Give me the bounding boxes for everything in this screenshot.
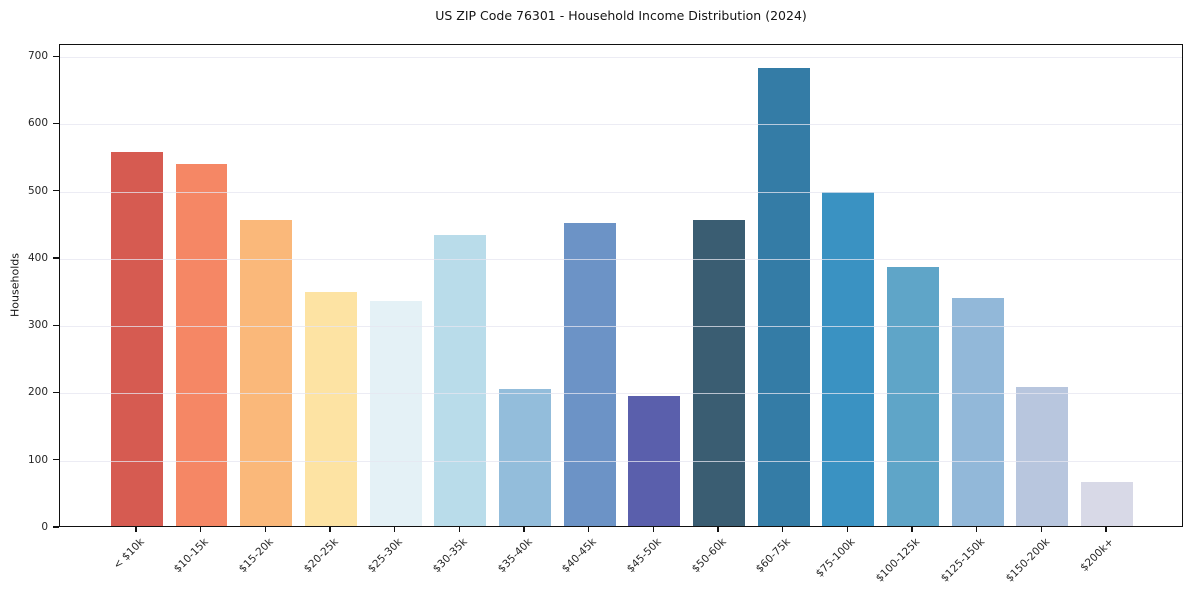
- gridline-y-100: [60, 460, 1182, 462]
- x-tick-mark: [782, 527, 784, 532]
- bar-10k: [111, 151, 163, 526]
- y-tick-mark: [53, 257, 59, 259]
- x-tick-mark: [846, 527, 848, 532]
- bar-125-150k: [951, 297, 1004, 526]
- y-tick-label-100: 100: [27, 453, 48, 466]
- bar-15-20k: [240, 219, 293, 526]
- x-tick-mark: [717, 527, 719, 532]
- y-tick-label-700: 700: [27, 50, 48, 63]
- y-tick-mark: [53, 122, 59, 124]
- x-tick-mark: [1105, 527, 1107, 532]
- x-tick-label-150-200k: $150-200k: [1003, 536, 1052, 585]
- bar-100-125k: [887, 267, 939, 526]
- plot-area: [59, 44, 1183, 527]
- bar-60-75k: [757, 67, 810, 526]
- bar-40-45k: [563, 223, 616, 526]
- x-tick-label-15-20k: $15-20k: [236, 536, 276, 576]
- x-tick-mark: [200, 527, 202, 532]
- y-tick-label-0: 0: [41, 521, 48, 533]
- x-tick-mark: [588, 527, 590, 532]
- x-tick-mark: [976, 527, 978, 532]
- x-tick-label-45-50k: $45-50k: [624, 536, 664, 576]
- gridline-y-500: [60, 191, 1182, 193]
- x-tick-label-100-125k: $100-125k: [873, 536, 923, 585]
- x-tick-label-30-35k: $30-35k: [430, 536, 470, 576]
- gridline-y-300: [60, 326, 1182, 328]
- bar-10-15k: [175, 164, 228, 526]
- x-tick-mark: [329, 527, 331, 532]
- bar-20-25k: [305, 291, 357, 526]
- x-tick-mark: [264, 527, 266, 532]
- y-tick-label-400: 400: [27, 251, 48, 264]
- y-tick-mark: [53, 526, 59, 528]
- bar-35-40k: [499, 388, 551, 526]
- bar-30-35k: [434, 235, 487, 526]
- y-tick-mark: [53, 459, 59, 461]
- x-tick-label-75-100k: $75-100k: [814, 536, 858, 580]
- gridline-y-700: [60, 57, 1182, 59]
- x-tick-mark: [652, 527, 654, 532]
- y-tick-label-200: 200: [27, 386, 48, 399]
- x-tick-label-125-150k: $125-150k: [938, 536, 988, 585]
- y-tick-mark: [53, 190, 59, 192]
- x-tick-mark: [135, 527, 137, 532]
- gridline-y-200: [60, 393, 1182, 395]
- x-tick-label-200k: $200k+: [1078, 536, 1117, 574]
- x-tick-label-10k: < $10k: [110, 536, 147, 572]
- gridline-y-400: [60, 258, 1182, 260]
- bar-200k: [1081, 482, 1133, 526]
- x-tick-label-20-25k: $20-25k: [301, 536, 341, 576]
- y-tick-label-500: 500: [27, 184, 48, 197]
- chart-title: US ZIP Code 76301 - Household Income Dis…: [435, 8, 807, 23]
- gridline-y-600: [60, 124, 1182, 126]
- x-tick-label-10-15k: $10-15k: [172, 536, 212, 576]
- x-tick-label-40-45k: $40-45k: [560, 536, 600, 576]
- bar-25-30k: [369, 301, 422, 526]
- x-tick-mark: [458, 527, 460, 532]
- x-tick-mark: [523, 527, 525, 532]
- y-tick-label-600: 600: [27, 117, 48, 130]
- y-tick-mark: [53, 324, 59, 326]
- x-tick-label-25-30k: $25-30k: [366, 536, 406, 576]
- bar-150-200k: [1016, 387, 1069, 526]
- x-tick-mark: [911, 527, 913, 532]
- x-tick-label-50-60k: $50-60k: [689, 536, 729, 576]
- x-tick-label-35-40k: $35-40k: [495, 536, 535, 576]
- x-tick-label-60-75k: $60-75k: [754, 536, 794, 576]
- y-tick-mark: [53, 391, 59, 394]
- y-tick-label-300: 300: [27, 319, 48, 332]
- x-tick-mark: [1040, 527, 1042, 532]
- bar-50-60k: [693, 219, 745, 526]
- bar-75-100k: [822, 192, 875, 526]
- x-tick-mark: [394, 527, 396, 532]
- y-tick-mark: [53, 55, 59, 57]
